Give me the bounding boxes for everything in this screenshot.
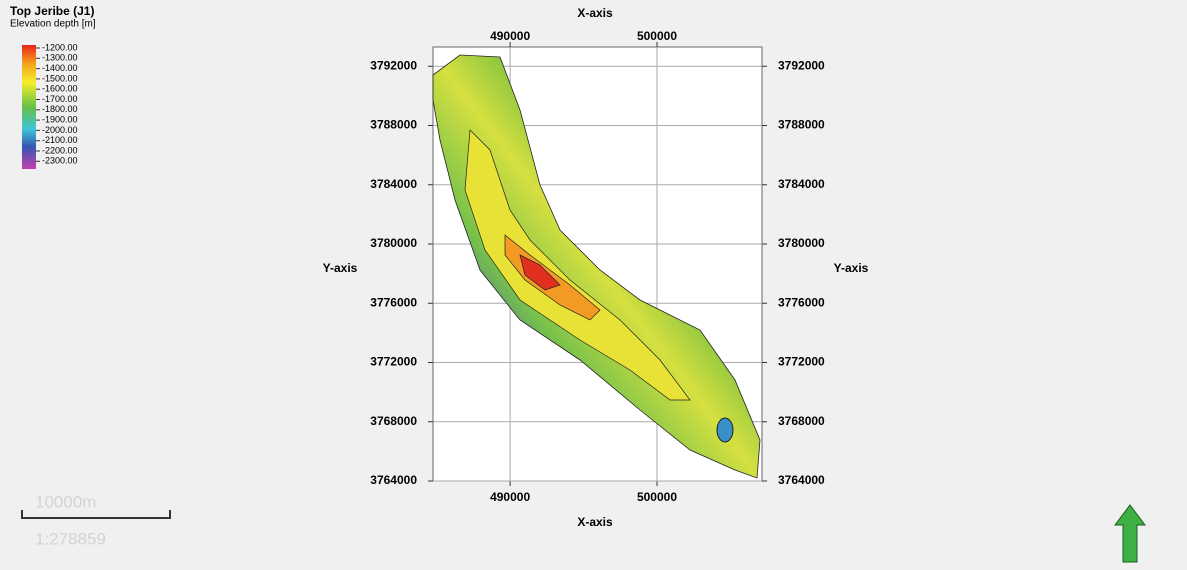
contour <box>717 418 733 442</box>
y-tick-label: 3776000 <box>778 295 825 309</box>
x-tick-label: 500000 <box>637 29 677 43</box>
legend-label: -1700.00 <box>42 94 78 104</box>
y-tick-label: 3764000 <box>370 473 417 487</box>
scale-ratio: 1:278859 <box>35 529 106 548</box>
scale-bar: 10000m 1:278859 <box>22 492 170 548</box>
color-bar <box>22 45 36 169</box>
y-axis-title: Y-axis <box>834 261 869 275</box>
y-tick-label: 3768000 <box>778 414 825 428</box>
map-view: Top Jeribe (J1) Elevation depth [m] X-ax… <box>0 0 1187 565</box>
y-tick-label: 3784000 <box>370 177 417 191</box>
y-tick-label: 3780000 <box>370 236 417 250</box>
y-tick-label: 3768000 <box>370 414 417 428</box>
legend-label: -1900.00 <box>42 114 78 124</box>
y-tick-label: 3792000 <box>370 58 417 72</box>
y-tick-label: 3764000 <box>778 473 825 487</box>
legend-label: -1600.00 <box>42 84 78 94</box>
legend-label: -2100.00 <box>42 135 78 145</box>
map-title: Top Jeribe (J1) <box>10 4 94 18</box>
scale-label: 10000m <box>35 492 96 511</box>
y-tick-label: 3772000 <box>370 355 417 369</box>
y-tick-label: 3776000 <box>370 295 417 309</box>
y-tick-label: 3792000 <box>778 58 825 72</box>
legend-label: -1300.00 <box>42 53 78 63</box>
map-subtitle: Elevation depth [m] <box>10 19 96 30</box>
y-tick-label: 3784000 <box>778 177 825 191</box>
legend-label: -1500.00 <box>42 73 78 83</box>
x-tick-label: 490000 <box>490 490 530 504</box>
y-tick-label: 3780000 <box>778 236 825 250</box>
legend-label: -2200.00 <box>42 145 78 155</box>
legend-label: -1400.00 <box>42 63 78 73</box>
x-tick-label: 500000 <box>637 490 677 504</box>
x-axis-title: X-axis <box>577 515 613 529</box>
legend-label: -2300.00 <box>42 156 78 166</box>
y-axis-title: Y-axis <box>323 261 358 275</box>
y-tick-label: 3788000 <box>370 118 417 132</box>
x-tick-label: 490000 <box>490 29 530 43</box>
y-tick-label: 3772000 <box>778 355 825 369</box>
x-axis-title: X-axis <box>577 6 613 20</box>
legend-label: -1200.00 <box>42 42 78 52</box>
y-tick-label: 3788000 <box>778 118 825 132</box>
legend-label: -1800.00 <box>42 104 78 114</box>
legend-label: -2000.00 <box>42 125 78 135</box>
north-arrow <box>1115 505 1145 562</box>
